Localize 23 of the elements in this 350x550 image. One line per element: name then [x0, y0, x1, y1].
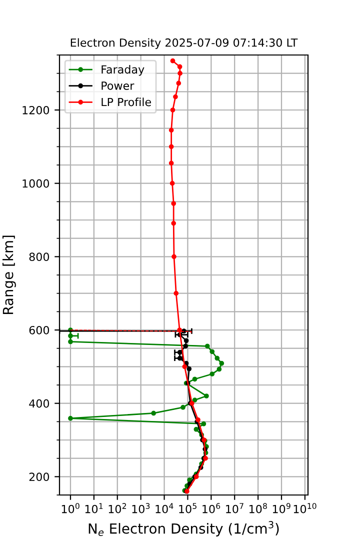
- x-tick-label: 10$^{3}$: [132, 503, 150, 514]
- y-tick-label: 200: [29, 472, 50, 482]
- x-tick-label: 10$^{4}$: [156, 503, 174, 514]
- x-tick-label: 10$^{10}$: [294, 503, 316, 514]
- y-tick-label: 1200: [22, 106, 50, 114]
- x-tick-label: 10$^{0}$: [62, 503, 80, 514]
- y-tick-label: 1000: [22, 179, 50, 188]
- y-tick-label: 800: [29, 252, 50, 262]
- x-tick-label: 10$^{5}$: [179, 503, 196, 514]
- legend-label: LP Profile: [102, 98, 151, 106]
- legend-label: Faraday: [102, 65, 144, 76]
- y-tick-label: 400: [29, 399, 50, 408]
- y-tick-label: 600: [29, 326, 50, 334]
- chart-title: Electron Density 2025-07-09 07:14:30 LT: [70, 38, 298, 49]
- legend-label: Power: [102, 82, 134, 90]
- y-axis-title: Range [km]: [2, 236, 16, 314]
- x-tick-label: 10$^{9}$: [272, 503, 290, 514]
- x-tick-label: 10$^{1}$: [85, 503, 103, 514]
- x-axis-title: N$_{e}$ Electron Density (1/cm$^{3}$): [88, 521, 279, 536]
- x-tick-label: 10$^{2}$: [108, 503, 126, 514]
- x-tick-label: 10$^{8}$: [249, 503, 267, 514]
- x-tick-label: 10$^{6}$: [202, 503, 220, 514]
- x-tick-label: 10$^{7}$: [226, 503, 244, 514]
